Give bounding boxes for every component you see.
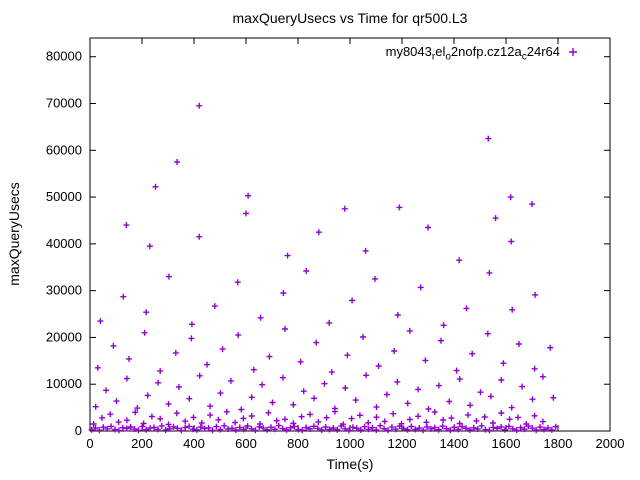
x-tick-label: 200: [131, 436, 153, 451]
y-tick-label: 30000: [46, 283, 82, 298]
y-tick-label: 60000: [46, 142, 82, 157]
x-axis-label: Time(s): [326, 456, 374, 472]
page-title: maxQueryUsecs vs Time for qr500.L3: [232, 10, 468, 26]
x-tick-label: 1200: [388, 436, 417, 451]
x-tick-label: 1400: [440, 436, 469, 451]
y-tick-label: 50000: [46, 189, 82, 204]
y-tick-label: 40000: [46, 236, 82, 251]
y-tick-label: 10000: [46, 376, 82, 391]
data-points: [88, 102, 559, 434]
x-tick-label: 1000: [336, 436, 365, 451]
plot-border: [89, 37, 611, 432]
x-tick-label: 600: [235, 436, 257, 451]
x-tick-label: 1600: [492, 436, 521, 451]
legend: my8043relo2nofp.cz12ac24r64: [386, 44, 560, 63]
y-tick-label: 80000: [46, 49, 82, 64]
x-tick-label: 1800: [544, 436, 573, 451]
legend-label: my8043relo2nofp.cz12ac24r64: [385, 44, 560, 63]
x-tick-label: 0: [86, 436, 93, 451]
x-tick-label: 2000: [596, 436, 625, 451]
y-tick-label: 70000: [46, 96, 82, 111]
legend-marker-icon: [569, 48, 577, 56]
y-axis-label: maxQueryUsecs: [6, 182, 22, 286]
x-tick-label: 400: [183, 436, 205, 451]
x-tick-label: 800: [287, 436, 309, 451]
y-tick-label: 20000: [46, 329, 82, 344]
y-tick-label: 0: [75, 423, 82, 438]
